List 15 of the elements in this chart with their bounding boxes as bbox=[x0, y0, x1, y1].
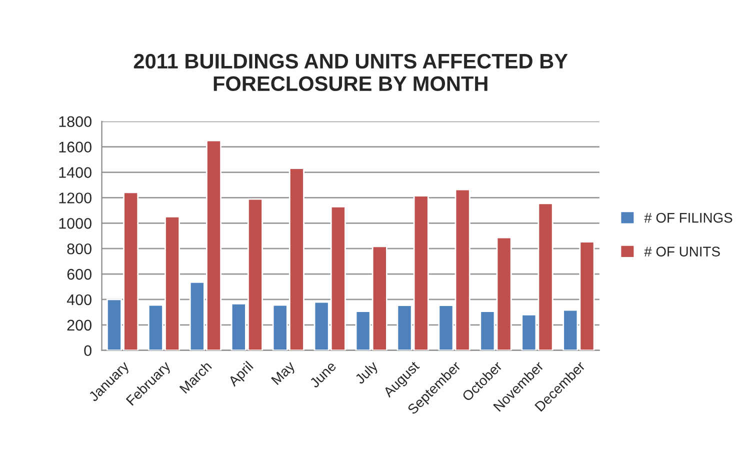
y-tick-label: 200 bbox=[67, 320, 92, 331]
y-tick-label: 1400 bbox=[59, 167, 92, 178]
y-tick-label: 1800 bbox=[59, 116, 92, 128]
y-tick-label: 800 bbox=[67, 243, 92, 254]
x-tick-label: July bbox=[354, 360, 380, 387]
legend-label: # OF FILINGS bbox=[644, 212, 732, 223]
y-tick-label: 400 bbox=[66, 294, 92, 306]
y-tick-label: 1000 bbox=[59, 218, 92, 229]
x-tick-label: May bbox=[271, 360, 298, 387]
y-tick-label: 0 bbox=[84, 345, 92, 356]
y-tick-label: 600 bbox=[67, 268, 92, 280]
y-tick-label: 1200 bbox=[59, 192, 92, 204]
chart-title: 2011 BUILDINGS AND UNITS AFFECTED BY FORECLOSURE BY MONTH bbox=[134, 54, 568, 92]
y-tick-label: 1600 bbox=[59, 142, 92, 152]
legend-label: # OF UNITS bbox=[644, 246, 720, 256]
